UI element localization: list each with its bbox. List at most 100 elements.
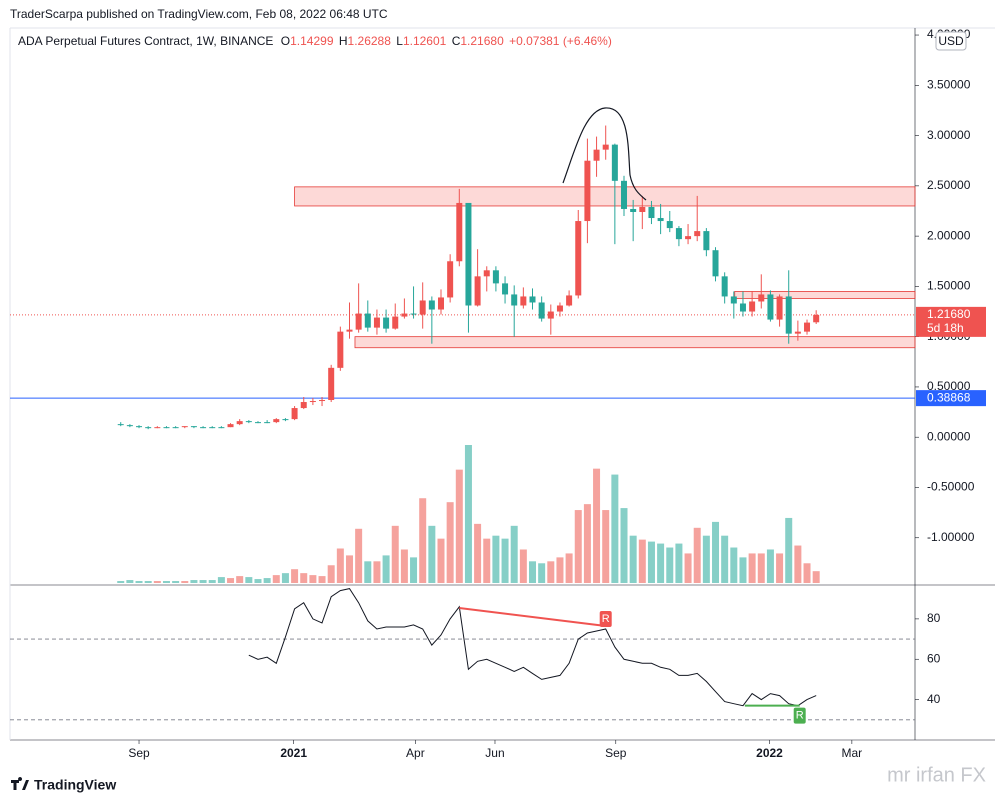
candle-body (328, 367, 335, 401)
volume-bar (181, 581, 189, 583)
candle-body (556, 305, 563, 312)
candle-body (502, 283, 509, 295)
candle-body (785, 296, 792, 334)
candle-body (657, 218, 664, 222)
volume-bar (199, 580, 207, 583)
volume-bar (153, 581, 161, 583)
divergence-label: R (602, 613, 610, 625)
volume-bar (702, 535, 710, 583)
volume-bar (538, 563, 546, 583)
volume-bar (501, 538, 509, 583)
candle-body (511, 294, 518, 306)
candle-body (291, 408, 298, 420)
candle-body (630, 208, 637, 212)
currency: USD (938, 34, 964, 48)
volume-bar (410, 557, 418, 583)
candle-body (749, 301, 756, 312)
volume-bar (529, 561, 537, 583)
candle-body (419, 300, 426, 315)
candle-body (245, 421, 252, 423)
volume-bar (748, 553, 756, 583)
candle-body (529, 296, 536, 303)
candle-body (685, 236, 692, 240)
volume-bar (117, 581, 125, 583)
volume-bar (657, 543, 665, 583)
ohlc-value: 1.14299 (290, 34, 334, 48)
candle-body (447, 261, 454, 298)
brand: TradingView (34, 777, 116, 793)
volume-bar (263, 578, 271, 583)
volume-bar (785, 517, 793, 583)
ohlc-key: C (452, 34, 461, 48)
volume-bar (291, 569, 299, 583)
candle-body (364, 313, 371, 328)
volume-bar (208, 580, 216, 583)
volume-bar (666, 547, 674, 583)
divergence-badge (599, 610, 612, 627)
x-tick-label: Jun (485, 746, 504, 760)
y-tick-label: -1.00000 (927, 530, 975, 544)
candle-body (520, 296, 527, 306)
volume-bar (483, 538, 491, 583)
volume-bar (327, 565, 335, 583)
y-tick-label: -0.50000 (927, 480, 975, 494)
volume-bar (144, 581, 152, 583)
volume-bar (611, 474, 619, 583)
candle-body (730, 296, 737, 304)
candle-body (337, 331, 344, 368)
candle-body (145, 427, 152, 429)
candle-body (483, 270, 490, 277)
rsi-tick-label: 40 (927, 692, 941, 706)
zone (734, 291, 916, 299)
candle-body (428, 300, 435, 310)
candle-body (739, 303, 746, 312)
volume-bar (272, 575, 280, 583)
volume-bar (565, 553, 573, 583)
level-label: 0.38868 (927, 390, 971, 404)
volume-bar (739, 557, 747, 583)
zone (354, 336, 916, 349)
volume-bar (345, 555, 353, 583)
candle-body (136, 426, 143, 428)
candle-body (227, 424, 234, 428)
level-label-box (916, 390, 986, 407)
legend: ADA Perpetual Futures Contract, 1W, BINA… (18, 34, 612, 48)
x-tick-label: Mar (842, 746, 863, 760)
volume-bar (391, 525, 399, 583)
candle-body (154, 427, 161, 429)
layer: RR (117, 125, 820, 724)
volume-bar (547, 561, 555, 583)
rsi-tick-label: 80 (927, 611, 941, 625)
volume-bar (400, 549, 408, 583)
candle-body (566, 295, 573, 306)
candle-body (648, 206, 655, 219)
volume-bar (364, 561, 372, 583)
currency-box[interactable] (935, 31, 967, 51)
volume-bar (721, 535, 729, 583)
candle-body (117, 424, 124, 426)
volume-bar (602, 510, 610, 583)
watermark: mr irfan FX (887, 764, 986, 786)
rsi-line (248, 588, 817, 707)
candle-body (666, 221, 673, 229)
volume-bar (373, 561, 381, 583)
volume-bar (593, 468, 601, 583)
y-tick-label: 0.00000 (927, 429, 971, 443)
countdown: 5d 18h (927, 321, 964, 335)
zone (294, 186, 916, 207)
candle-body (300, 402, 307, 409)
volume-bar (437, 538, 445, 583)
volume-bar (638, 539, 646, 583)
candle-body (593, 149, 600, 161)
x-tick-label: Sep (128, 746, 150, 760)
candle-body (456, 202, 463, 262)
candle-body (236, 421, 243, 425)
volume-bar (766, 549, 774, 583)
candle-body (200, 427, 207, 429)
x-tick-label: 2021 (280, 746, 307, 760)
candle-body (712, 250, 719, 277)
volume-bar (675, 543, 683, 583)
volume-bar (236, 576, 244, 583)
